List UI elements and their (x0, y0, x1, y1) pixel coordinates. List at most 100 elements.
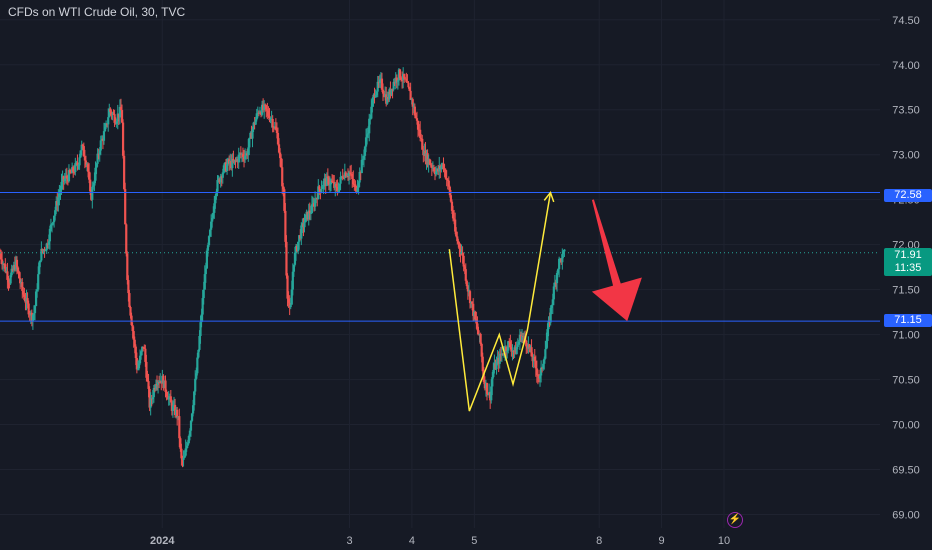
candle-body (276, 132, 280, 145)
candle-body (447, 180, 450, 187)
candle-body (54, 210, 57, 216)
candle-body (538, 375, 542, 379)
candle-body (263, 104, 266, 110)
candle-body (339, 176, 342, 184)
candle-body (540, 367, 543, 376)
candle-body (207, 236, 211, 246)
x-tick-label: 3 (346, 535, 352, 547)
candle-body (195, 373, 198, 379)
candle-body (533, 356, 536, 361)
candle-body (458, 243, 461, 249)
candle-body (395, 77, 398, 82)
candle-body (77, 165, 80, 167)
candle-body (282, 186, 285, 190)
candle-body (221, 172, 224, 178)
candle-body (354, 184, 357, 187)
candle-body (485, 382, 489, 394)
candle-body (186, 443, 189, 446)
candle-body (434, 171, 438, 175)
candle-body (225, 163, 229, 171)
candle-body (562, 251, 565, 255)
candle-body (308, 210, 311, 214)
candle-body (188, 430, 192, 436)
candle-body (154, 384, 158, 389)
candle-body (450, 201, 454, 211)
candle-body (472, 303, 475, 316)
candle-body (142, 346, 145, 348)
candle-body (129, 307, 132, 316)
candle-body (454, 219, 457, 232)
candle-body (419, 129, 422, 138)
candle-body (381, 89, 385, 94)
candle-body (287, 298, 290, 303)
candle-body (23, 294, 26, 300)
candle-body (108, 108, 111, 118)
candle-body (98, 150, 101, 155)
candle-body (432, 167, 436, 172)
candle-body (107, 117, 110, 125)
candle-body (474, 311, 477, 320)
candle-body (79, 150, 82, 158)
candle-body (563, 249, 566, 252)
candle-body (158, 382, 161, 384)
candle-body (201, 298, 204, 315)
candle-body (520, 336, 524, 341)
candle-body (414, 115, 418, 119)
candle-body (429, 164, 432, 166)
horizontal-levels (0, 191, 880, 322)
candle-body (320, 188, 323, 192)
candle-body (43, 249, 46, 251)
candle-body (193, 391, 196, 406)
candle-body (271, 118, 274, 128)
candle-body (141, 346, 144, 352)
candle-body (189, 420, 193, 431)
candle-body (420, 137, 423, 139)
candle-body (74, 163, 77, 172)
candle-body (464, 269, 467, 281)
candle-body (280, 158, 283, 168)
candle-body (504, 347, 508, 352)
y-tick-label: 69.50 (892, 465, 920, 477)
candle-body (83, 156, 86, 161)
candle-body (110, 111, 113, 115)
lightning-icon[interactable]: ⚡ (727, 512, 743, 528)
candle-body (148, 388, 151, 408)
candle-body (366, 134, 369, 138)
candle-body (304, 214, 307, 223)
candle-body (67, 170, 71, 182)
candle-body (133, 339, 136, 347)
candle-body (128, 293, 131, 308)
candle-body (338, 183, 341, 191)
candle-body (203, 274, 206, 290)
candle-body (543, 358, 546, 364)
candle-body (213, 203, 216, 213)
resistance-price-tag: 72.58 (884, 189, 932, 202)
candle-body (55, 201, 58, 211)
candle-body (156, 382, 160, 385)
candle-body (444, 169, 447, 179)
candle-body (27, 303, 30, 315)
candle-body (183, 455, 186, 458)
candle-body (401, 79, 404, 81)
candle-body (92, 185, 95, 187)
candle-body (126, 253, 129, 281)
candle-body (413, 106, 416, 116)
candle-body (507, 341, 510, 351)
candle-body (241, 153, 245, 157)
candle-body (247, 147, 250, 156)
candle-body (368, 118, 371, 134)
candle-body (375, 91, 378, 96)
candle-body (430, 165, 433, 168)
time-axis[interactable]: 2024 3 4 5 8 9 10 (150, 535, 730, 547)
candle-body (267, 110, 270, 116)
candle-body (321, 186, 324, 189)
candle-body (336, 186, 339, 192)
candle-body (4, 264, 7, 272)
candle-body (47, 241, 50, 245)
candle-body (556, 269, 560, 274)
candle-body (297, 241, 300, 252)
candle-body (205, 250, 208, 269)
candle-body (428, 159, 431, 165)
candle-body (443, 169, 446, 171)
